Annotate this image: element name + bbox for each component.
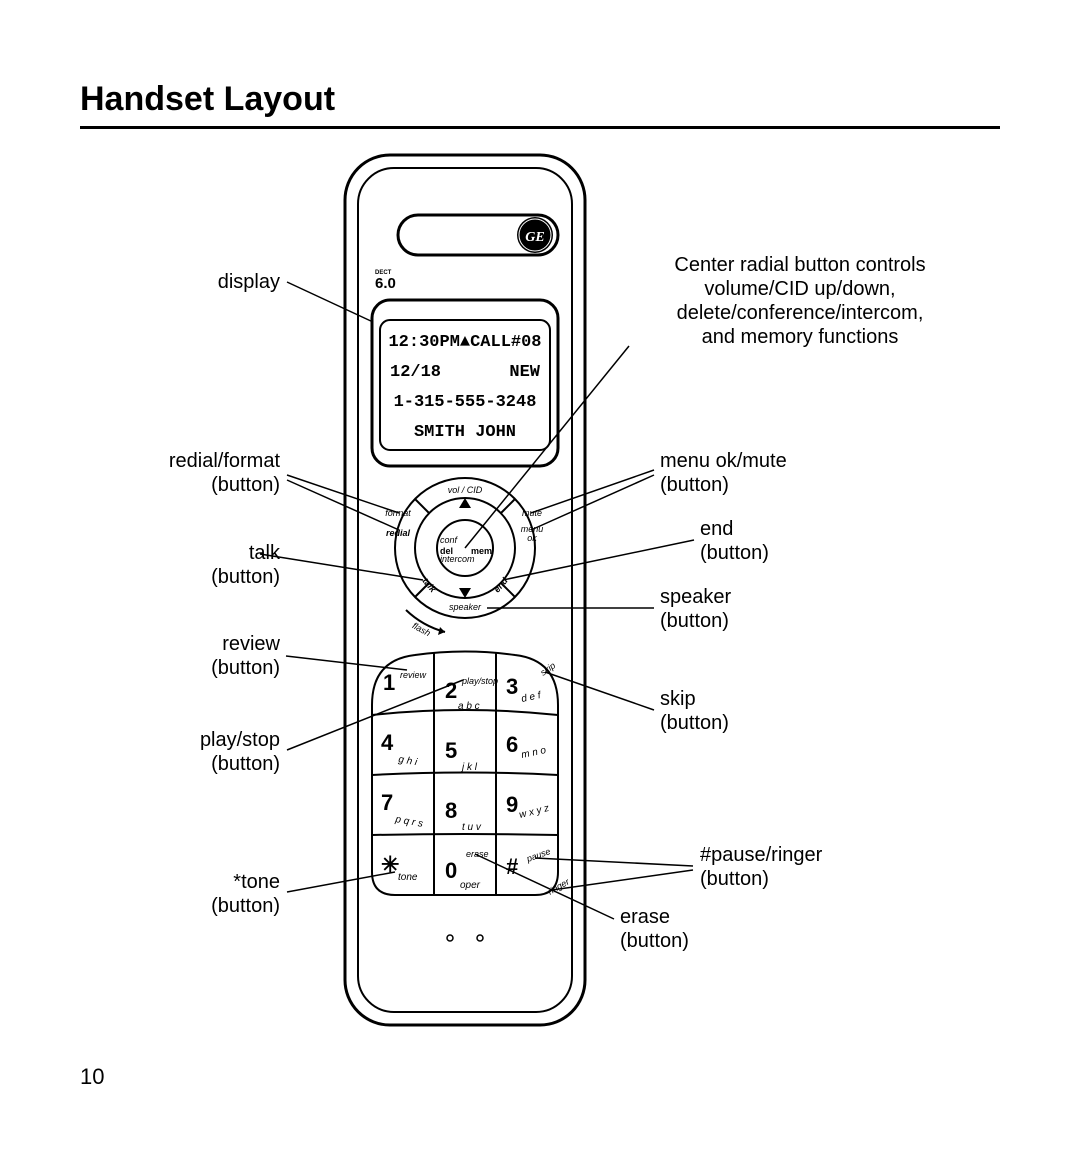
svg-text:#: #: [506, 854, 518, 879]
svg-text:7: 7: [381, 790, 393, 815]
lcd-line1: 12:30PM▲CALL#08: [388, 333, 541, 352]
svg-text:a b c: a b c: [458, 701, 480, 712]
svg-text:8: 8: [445, 798, 457, 823]
svg-text:0: 0: [445, 858, 457, 883]
keypad: 1 review 2 play/stop a b c 3 skip d e f …: [381, 660, 572, 896]
svg-text:speaker: speaker: [449, 602, 482, 612]
handset-diagram: GE DECT 6.0 12:30PM▲CALL#08 12/18 NEW 1-…: [0, 0, 1080, 1160]
svg-text:w x y z: w x y z: [518, 803, 550, 821]
svg-text:t u v: t u v: [462, 822, 482, 833]
svg-text:j k l: j k l: [460, 762, 478, 773]
svg-text:d e f: d e f: [520, 690, 543, 705]
svg-text:end: end: [492, 575, 510, 594]
svg-text:talk: talk: [420, 576, 438, 595]
svg-text:oper: oper: [460, 880, 481, 891]
svg-text:play/stop: play/stop: [461, 676, 498, 686]
svg-text:1: 1: [383, 670, 395, 695]
svg-text:3: 3: [506, 674, 518, 699]
lcd-line4: SMITH JOHN: [414, 423, 516, 442]
svg-text:9: 9: [506, 792, 518, 817]
svg-text:vol / CID: vol / CID: [448, 485, 483, 495]
svg-text:flash: flash: [411, 620, 432, 638]
svg-text:m n o: m n o: [520, 745, 547, 761]
lcd-line2-right: NEW: [509, 363, 540, 382]
svg-text:g h i: g h i: [397, 754, 418, 768]
dect-version: 6.0: [375, 275, 396, 292]
svg-text:pause: pause: [524, 846, 551, 864]
svg-text:GE: GE: [525, 230, 544, 245]
lcd-line2-left: 12/18: [390, 363, 441, 382]
svg-text:p q r s: p q r s: [393, 814, 423, 830]
svg-text:6: 6: [506, 732, 518, 757]
svg-text:conf: conf: [440, 535, 459, 545]
svg-text:review: review: [400, 670, 427, 680]
svg-text:mem: mem: [471, 546, 492, 556]
svg-text:tone: tone: [398, 872, 418, 883]
svg-text:5: 5: [445, 738, 457, 763]
svg-text:4: 4: [381, 730, 394, 755]
lcd-line3: 1-315-555-3248: [394, 393, 537, 412]
svg-text:2: 2: [445, 678, 457, 703]
svg-text:erase: erase: [466, 849, 489, 859]
svg-text:ok: ok: [527, 533, 537, 543]
svg-text:intercom: intercom: [440, 554, 475, 564]
